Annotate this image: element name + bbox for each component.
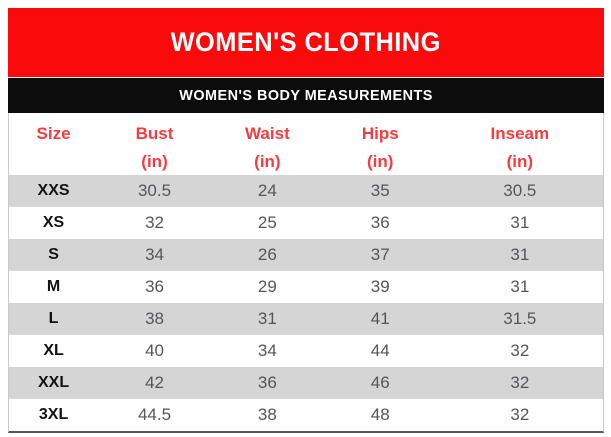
measurements-table: Size Bust (in) Waist (in) Hips (in)	[9, 113, 603, 431]
waist-cell: 25	[257, 213, 277, 232]
waist-cell: 34	[257, 341, 277, 360]
waist-cell: 26	[257, 245, 277, 264]
page-title: WOMEN'S CLOTHING	[170, 27, 442, 57]
table-row-xxl: XXL 42 36 46 32	[9, 367, 603, 399]
bust-cell: 44.5	[137, 405, 172, 424]
bust-cell: 30.5	[137, 181, 172, 200]
table-row-xxs: XXS 30.5 24 35 30.5	[9, 175, 603, 207]
table-body: XXS 30.5 24 35 30.5 XS 32 25 36 31 S 34 …	[9, 175, 603, 431]
hips-cell: 36	[370, 213, 390, 232]
column-label: Hips	[361, 124, 399, 143]
table-row-3xl: 3XL 44.5 38 48 32	[9, 399, 603, 431]
waist-cell: 31	[257, 309, 277, 328]
bust-cell: 34	[145, 245, 164, 264]
inseam-cell: 31	[510, 277, 530, 296]
hips-cell: 44	[370, 341, 390, 360]
column-label: Size	[36, 124, 71, 143]
size-cell: XXL	[37, 374, 70, 391]
waist-cell: 38	[257, 405, 277, 424]
table-row-m: M 36 29 39 31	[9, 271, 603, 303]
inseam-cell: 31	[510, 213, 530, 232]
header-row: Size Bust (in) Waist (in) Hips (in)	[9, 113, 603, 175]
waist-cell: 24	[257, 181, 277, 200]
hips-cell: 41	[370, 309, 390, 328]
inseam-cell: 31	[510, 245, 530, 264]
table-row-s: S 34 26 37 31	[9, 239, 603, 271]
section-title: WOMEN'S BODY MEASUREMENTS	[179, 87, 433, 104]
size-cell: M	[46, 278, 61, 295]
waist-cell: 36	[257, 373, 277, 392]
inseam-cell: 32	[510, 341, 530, 360]
inseam-cell: 31.5	[503, 309, 537, 328]
size-cell: L	[48, 310, 59, 327]
bust-cell: 38	[145, 309, 164, 328]
column-header-hips: Hips (in)	[324, 113, 437, 175]
column-unit: (in)	[367, 152, 394, 171]
column-label: Bust	[135, 124, 174, 143]
column-header-waist: Waist (in)	[211, 113, 324, 175]
size-cell: XS	[42, 214, 65, 231]
size-cell: 3XL	[38, 406, 69, 423]
column-header-bust: Bust (in)	[98, 113, 211, 175]
secondary-banner: WOMEN'S BODY MEASUREMENTS	[8, 78, 604, 113]
hips-cell: 35	[370, 181, 390, 200]
inseam-cell: 32	[510, 373, 530, 392]
inseam-cell: 32	[510, 405, 530, 424]
bust-cell: 36	[145, 277, 164, 296]
column-unit: (in)	[506, 152, 534, 171]
column-label: Waist	[245, 124, 290, 143]
inseam-cell: 30.5	[503, 181, 537, 200]
bust-cell: 32	[145, 213, 164, 232]
waist-cell: 29	[257, 277, 277, 296]
bust-cell: 40	[145, 341, 164, 360]
size-cell: XXS	[37, 182, 70, 199]
size-cell: XL	[43, 342, 64, 359]
column-unit: (in)	[254, 152, 281, 171]
column-header-size: Size	[9, 113, 98, 175]
size-cell: S	[48, 246, 59, 263]
table-header: Size Bust (in) Waist (in) Hips (in)	[9, 113, 603, 175]
column-label: Inseam	[490, 124, 550, 143]
hips-cell: 46	[370, 373, 390, 392]
column-unit: (in)	[141, 152, 168, 171]
hips-cell: 37	[370, 245, 390, 264]
hips-cell: 39	[370, 277, 390, 296]
bust-cell: 42	[145, 373, 164, 392]
hips-cell: 48	[370, 405, 390, 424]
table-row-xs: XS 32 25 36 31	[9, 207, 603, 239]
primary-banner: WOMEN'S CLOTHING	[8, 8, 604, 77]
table-row-xl: XL 40 34 44 32	[9, 335, 603, 367]
measurements-table-container: Size Bust (in) Waist (in) Hips (in)	[8, 113, 604, 433]
column-header-inseam: Inseam (in)	[437, 113, 603, 175]
table-row-l: L 38 31 41 31.5	[9, 303, 603, 335]
